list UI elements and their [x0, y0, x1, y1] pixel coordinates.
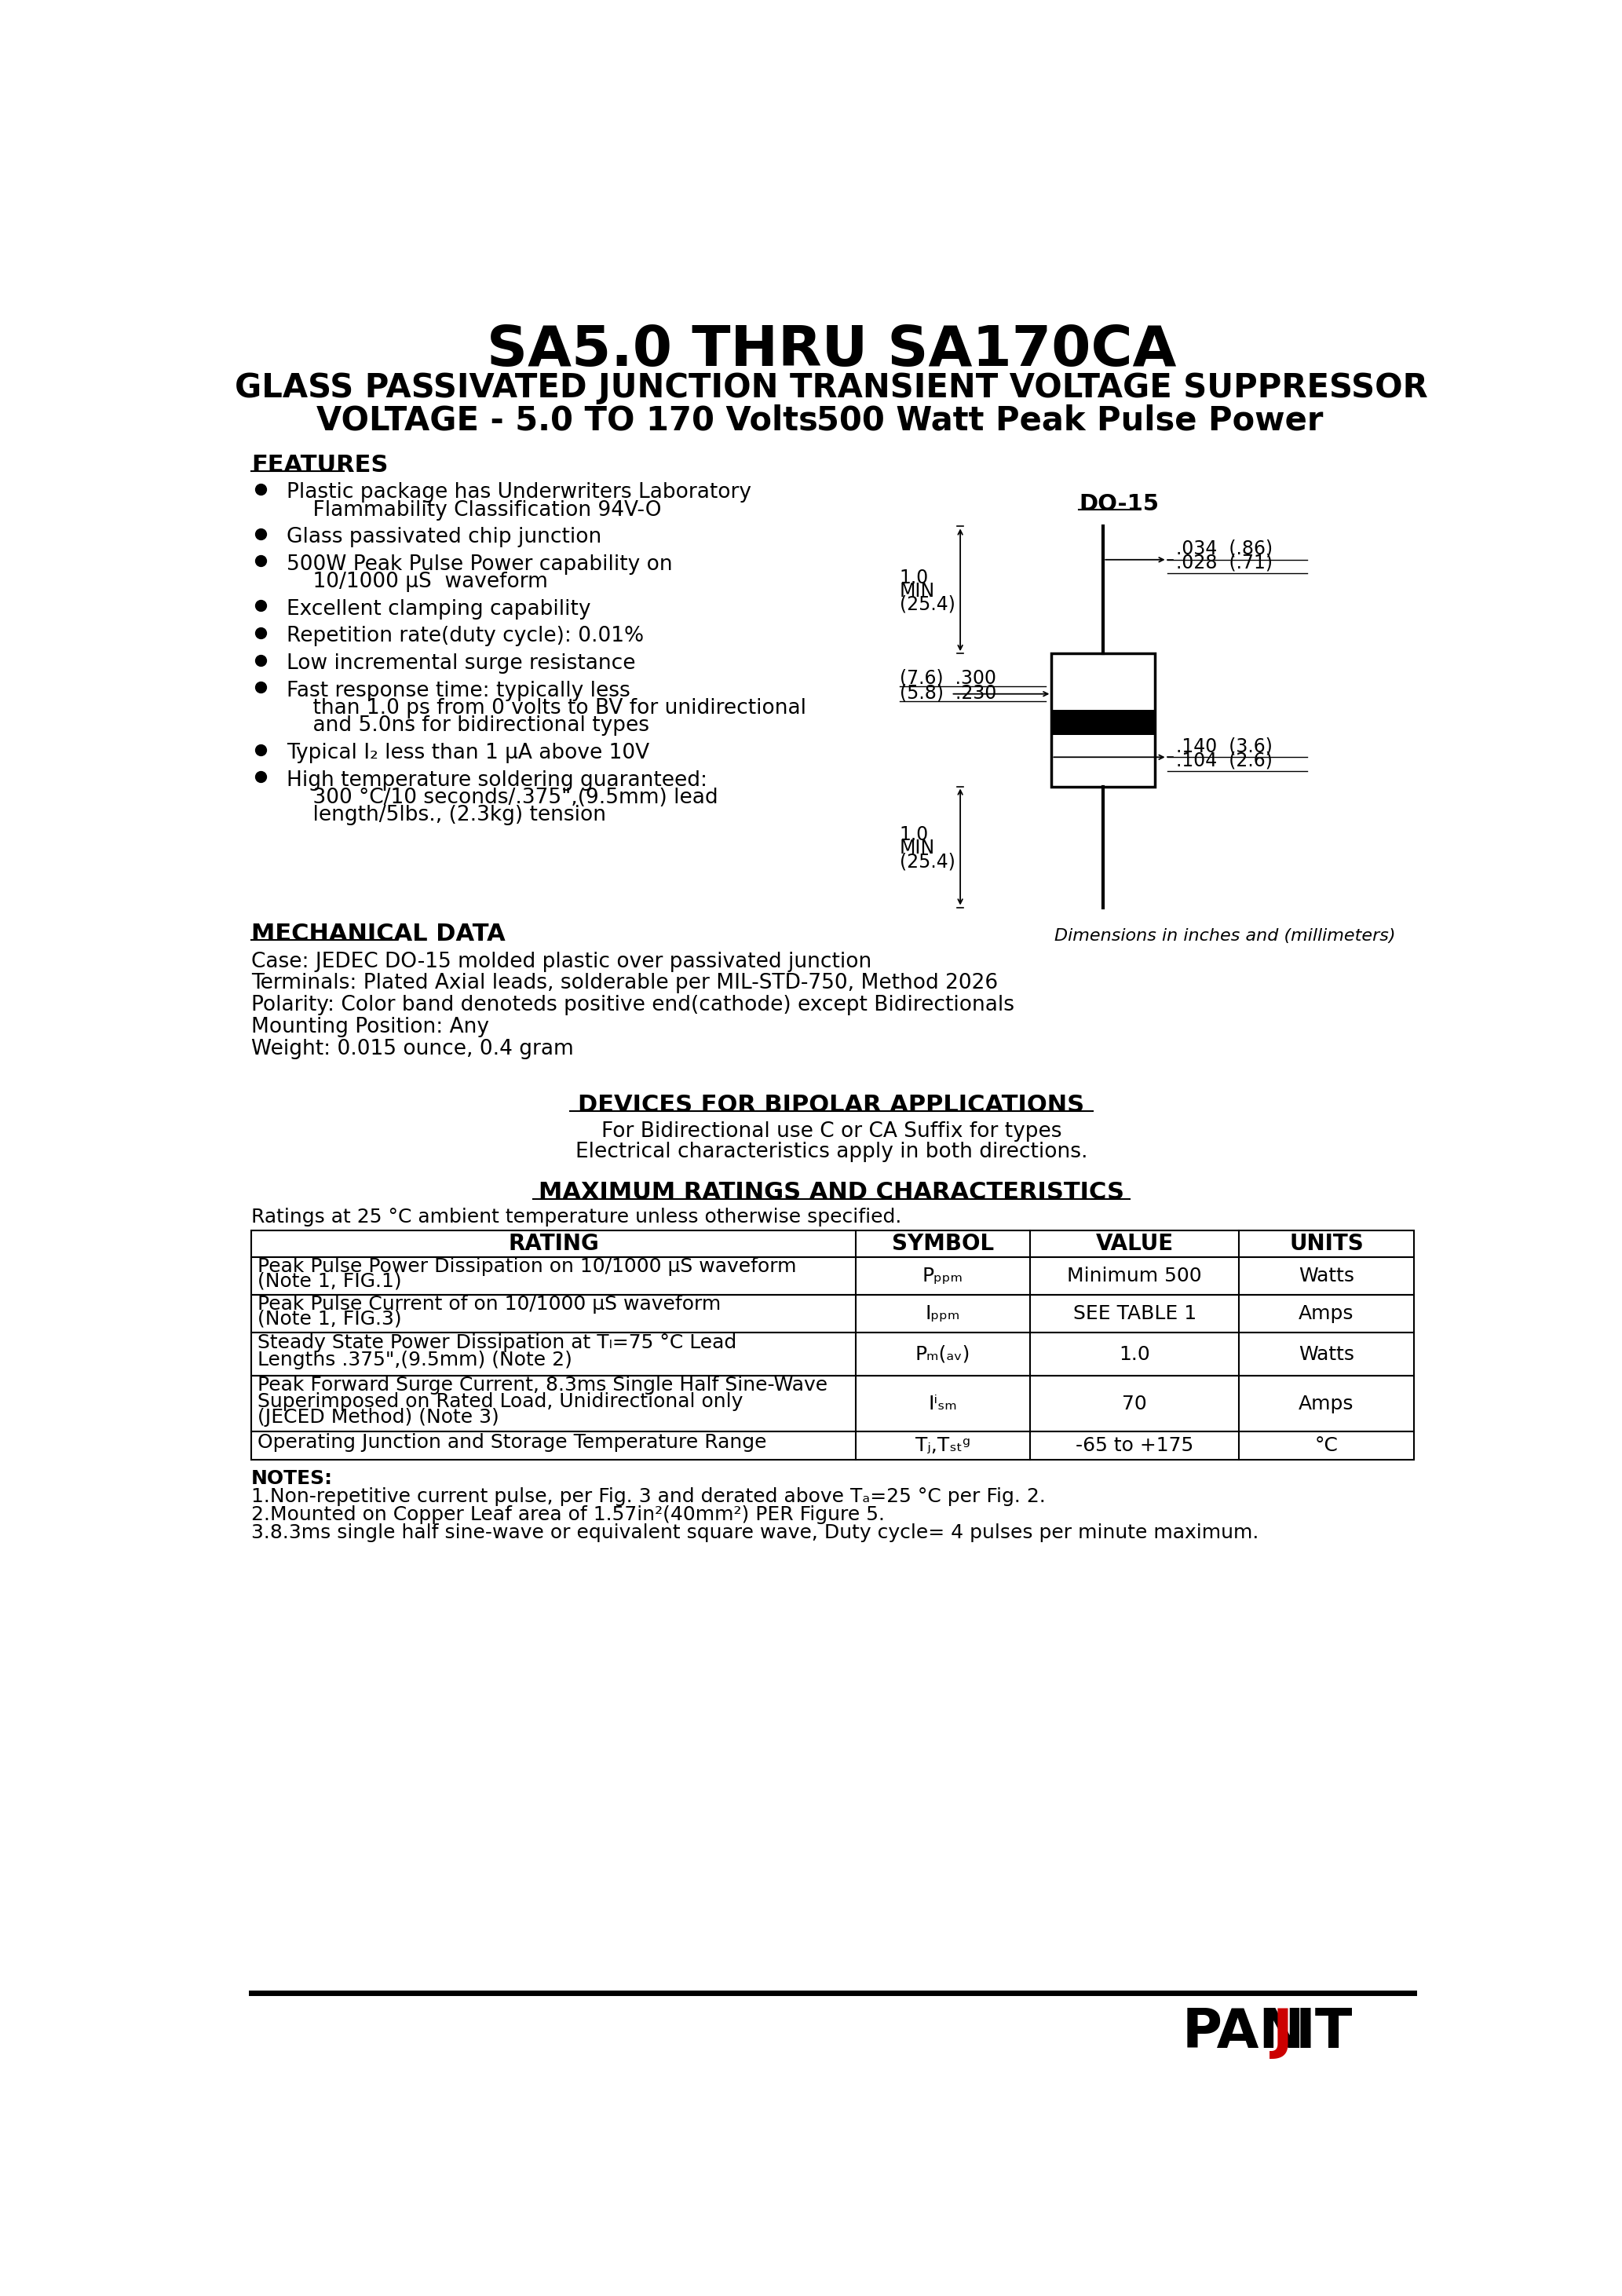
Text: 1.0: 1.0: [900, 824, 929, 845]
Text: IT: IT: [1294, 2007, 1353, 2060]
Text: Amps: Amps: [1299, 1304, 1354, 1322]
Text: Case: JEDEC DO-15 molded plastic over passivated junction: Case: JEDEC DO-15 molded plastic over pa…: [251, 951, 873, 971]
Text: (Note 1, FIG.1): (Note 1, FIG.1): [258, 1272, 402, 1290]
Bar: [1051, 709, 1155, 735]
Text: PAN: PAN: [1182, 2007, 1306, 2060]
Text: MAXIMUM RATINGS AND CHARACTERISTICS: MAXIMUM RATINGS AND CHARACTERISTICS: [539, 1180, 1124, 1203]
Text: than 1.0 ps from 0 volts to BV for unidirectional: than 1.0 ps from 0 volts to BV for unidi…: [287, 698, 806, 719]
Text: For Bidirectional use C or CA Suffix for types: For Bidirectional use C or CA Suffix for…: [602, 1120, 1061, 1141]
Bar: [251, 1231, 1413, 1258]
Text: (Note 1, FIG.3): (Note 1, FIG.3): [258, 1309, 402, 1329]
Text: Lengths .375",(9.5mm) (Note 2): Lengths .375",(9.5mm) (Note 2): [258, 1350, 573, 1371]
Text: GLASS PASSIVATED JUNCTION TRANSIENT VOLTAGE SUPPRESSOR: GLASS PASSIVATED JUNCTION TRANSIENT VOLT…: [235, 372, 1427, 404]
Text: .034  (.86): .034 (.86): [1176, 540, 1273, 558]
Text: High temperature soldering guaranteed:: High temperature soldering guaranteed:: [287, 769, 707, 790]
Text: 1.0: 1.0: [900, 569, 929, 588]
Text: (25.4): (25.4): [900, 595, 955, 613]
Text: .028  (.71): .028 (.71): [1176, 553, 1273, 572]
Text: Watts: Watts: [1299, 1345, 1354, 1364]
Text: Iₚₚₘ: Iₚₚₘ: [926, 1304, 960, 1322]
Text: Peak Pulse Power Dissipation on 10/1000 µS waveform: Peak Pulse Power Dissipation on 10/1000 …: [258, 1256, 796, 1277]
Text: VOLTAGE - 5.0 TO 170 Volts: VOLTAGE - 5.0 TO 170 Volts: [316, 404, 817, 436]
Text: length/5lbs., (2.3kg) tension: length/5lbs., (2.3kg) tension: [287, 806, 607, 827]
Text: .140  (3.6): .140 (3.6): [1176, 737, 1273, 755]
Text: °C: °C: [1315, 1435, 1338, 1456]
Text: Superimposed on Rated Load, Unidirectional only: Superimposed on Rated Load, Unidirection…: [258, 1391, 743, 1410]
Text: Polarity: Color band denoteds positive end(cathode) except Bidirectionals: Polarity: Color band denoteds positive e…: [251, 994, 1014, 1015]
Text: -65 to +175: -65 to +175: [1075, 1435, 1194, 1456]
Text: MIN: MIN: [900, 581, 934, 602]
Text: Terminals: Plated Axial leads, solderable per MIL-STD-750, Method 2026: Terminals: Plated Axial leads, solderabl…: [251, 974, 998, 994]
Text: SEE TABLE 1: SEE TABLE 1: [1074, 1304, 1197, 1322]
Text: Steady State Power Dissipation at Tₗ=75 °C Lead: Steady State Power Dissipation at Tₗ=75 …: [258, 1334, 736, 1352]
Text: FEATURES: FEATURES: [251, 455, 388, 478]
Text: 500W Peak Pulse Power capability on: 500W Peak Pulse Power capability on: [287, 553, 673, 574]
Text: and 5.0ns for bidirectional types: and 5.0ns for bidirectional types: [287, 716, 649, 737]
Text: UNITS: UNITS: [1289, 1233, 1364, 1256]
Text: 10/1000 µS  waveform: 10/1000 µS waveform: [287, 572, 548, 592]
Text: 3.8.3ms single half sine-wave or equivalent square wave, Duty cycle= 4 pulses pe: 3.8.3ms single half sine-wave or equival…: [251, 1525, 1259, 1543]
Text: 2.Mounted on Copper Leaf area of 1.57in²(40mm²) PER Figure 5.: 2.Mounted on Copper Leaf area of 1.57in²…: [251, 1506, 886, 1525]
Text: RATING: RATING: [508, 1233, 599, 1256]
Text: Plastic package has Underwriters Laboratory: Plastic package has Underwriters Laborat…: [287, 482, 751, 503]
Bar: [1051, 654, 1155, 788]
Text: 500 Watt Peak Pulse Power: 500 Watt Peak Pulse Power: [817, 404, 1324, 436]
Text: VALUE: VALUE: [1096, 1233, 1174, 1256]
Text: Ratings at 25 °C ambient temperature unless otherwise specified.: Ratings at 25 °C ambient temperature unl…: [251, 1208, 902, 1226]
Text: Flammability Classification 94V-O: Flammability Classification 94V-O: [287, 501, 662, 521]
Text: Dimensions in inches and (millimeters): Dimensions in inches and (millimeters): [1054, 928, 1395, 944]
Text: Amps: Amps: [1299, 1394, 1354, 1412]
Text: Mounting Position: Any: Mounting Position: Any: [251, 1017, 490, 1038]
Bar: [251, 1375, 1413, 1433]
Text: Fast response time: typically less: Fast response time: typically less: [287, 680, 631, 700]
Text: DEVICES FOR BIPOLAR APPLICATIONS: DEVICES FOR BIPOLAR APPLICATIONS: [577, 1093, 1085, 1116]
Text: (5.8)  .230: (5.8) .230: [900, 684, 996, 703]
Text: Electrical characteristics apply in both directions.: Electrical characteristics apply in both…: [576, 1141, 1087, 1162]
Text: Tⱼ,Tₛₜᵍ: Tⱼ,Tₛₜᵍ: [915, 1435, 970, 1456]
Text: MIN: MIN: [900, 838, 934, 856]
Text: Minimum 500: Minimum 500: [1067, 1267, 1202, 1286]
Text: J: J: [1272, 2007, 1293, 2060]
Bar: [251, 1332, 1413, 1375]
Text: Pₚₚₘ: Pₚₚₘ: [923, 1267, 963, 1286]
Text: Low incremental surge resistance: Low incremental surge resistance: [287, 654, 636, 673]
Text: Typical I₂ less than 1 µA above 10V: Typical I₂ less than 1 µA above 10V: [287, 744, 649, 762]
Text: Peak Forward Surge Current, 8.3ms Single Half Sine-Wave: Peak Forward Surge Current, 8.3ms Single…: [258, 1375, 827, 1396]
Text: Excellent clamping capability: Excellent clamping capability: [287, 599, 590, 620]
Text: 70: 70: [1122, 1394, 1147, 1412]
Text: SYMBOL: SYMBOL: [892, 1233, 994, 1256]
Text: Peak Pulse Current of on 10/1000 µS waveform: Peak Pulse Current of on 10/1000 µS wave…: [258, 1295, 720, 1313]
Text: DO-15: DO-15: [1079, 494, 1160, 514]
Text: Pₘ(ₐᵥ): Pₘ(ₐᵥ): [915, 1345, 970, 1364]
Text: Operating Junction and Storage Temperature Range: Operating Junction and Storage Temperatu…: [258, 1433, 767, 1451]
Text: (25.4): (25.4): [900, 852, 955, 870]
Text: Repetition rate(duty cycle): 0.01%: Repetition rate(duty cycle): 0.01%: [287, 627, 644, 647]
Bar: [251, 1433, 1413, 1460]
Text: MECHANICAL DATA: MECHANICAL DATA: [251, 923, 506, 946]
Text: Iⁱₛₘ: Iⁱₛₘ: [928, 1394, 957, 1412]
Text: Watts: Watts: [1299, 1267, 1354, 1286]
Text: 300 °C/10 seconds/.375",(9.5mm) lead: 300 °C/10 seconds/.375",(9.5mm) lead: [287, 788, 719, 808]
Text: (7.6)  .300: (7.6) .300: [900, 668, 996, 687]
Text: SA5.0 THRU SA170CA: SA5.0 THRU SA170CA: [487, 324, 1176, 379]
Bar: [251, 1295, 1413, 1332]
Text: 1.Non-repetitive current pulse, per Fig. 3 and derated above Tₐ=25 °C per Fig. 2: 1.Non-repetitive current pulse, per Fig.…: [251, 1488, 1046, 1506]
Text: .104  (2.6): .104 (2.6): [1176, 751, 1273, 769]
Text: (JECED Method) (Note 3): (JECED Method) (Note 3): [258, 1407, 500, 1426]
Text: 1.0: 1.0: [1119, 1345, 1150, 1364]
Text: NOTES:: NOTES:: [251, 1469, 333, 1488]
Text: Glass passivated chip junction: Glass passivated chip junction: [287, 528, 602, 546]
Bar: [251, 1258, 1413, 1295]
Text: Weight: 0.015 ounce, 0.4 gram: Weight: 0.015 ounce, 0.4 gram: [251, 1038, 574, 1058]
